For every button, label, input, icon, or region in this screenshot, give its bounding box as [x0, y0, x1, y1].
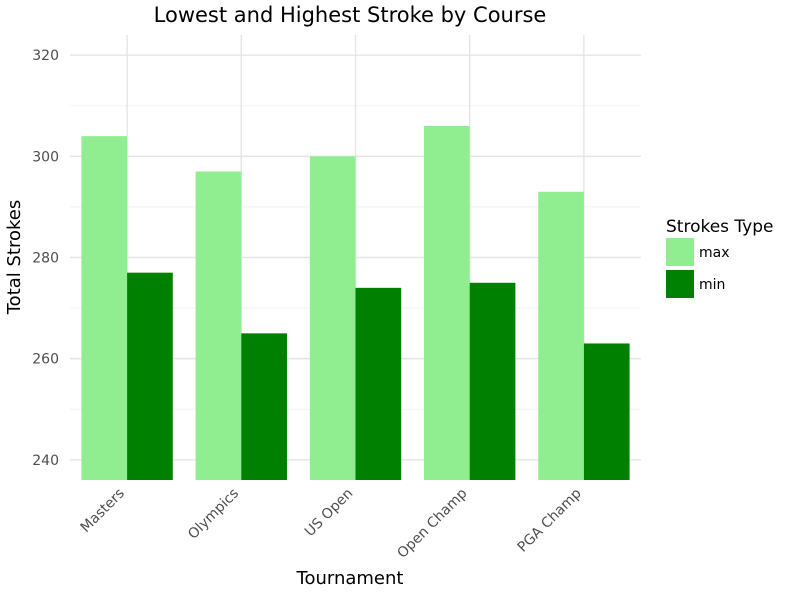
bar-min-open-champ: [469, 282, 516, 480]
y-tick-label: 280: [32, 251, 59, 267]
y-axis-ticks: 240 260 280 300 320: [32, 48, 59, 469]
bar-max-olympics: [195, 171, 242, 480]
x-tick-label: Masters: [78, 486, 128, 536]
legend-label: max: [699, 245, 730, 261]
bar-min-pga-champ: [583, 343, 630, 480]
y-tick-label: 240: [32, 453, 59, 469]
legend: Strokes Type max min: [666, 217, 773, 298]
x-tick-label: US Open: [302, 486, 356, 540]
legend-key-min: [666, 270, 694, 298]
y-tick-label: 260: [32, 352, 59, 368]
bar-min-us-open: [355, 287, 402, 480]
y-tick-label: 300: [32, 149, 59, 165]
bar-max-open-champ: [424, 126, 470, 480]
y-tick-label: 320: [32, 48, 59, 64]
x-tick-label: Open Champ: [394, 485, 470, 561]
bar-min-olympics: [241, 333, 287, 480]
legend-title: Strokes Type: [666, 217, 773, 237]
bar-min-masters: [127, 272, 173, 480]
chart-title: Lowest and Highest Stroke by Course: [154, 3, 547, 27]
y-axis-title: Total Strokes: [4, 200, 25, 316]
legend-key-max: [666, 238, 694, 266]
legend-label: min: [699, 277, 725, 293]
x-axis-title: Tournament: [296, 568, 404, 589]
x-axis-ticks: Masters Olympics US Open Open Champ PGA Cham…: [78, 485, 585, 561]
bar-max-pga-champ: [538, 191, 584, 481]
x-tick-label: Olympics: [185, 486, 242, 543]
bar-max-us-open: [309, 156, 356, 480]
bar-max-masters: [81, 136, 128, 481]
bars: [81, 126, 630, 481]
x-tick-label: PGA Champ: [515, 485, 585, 555]
